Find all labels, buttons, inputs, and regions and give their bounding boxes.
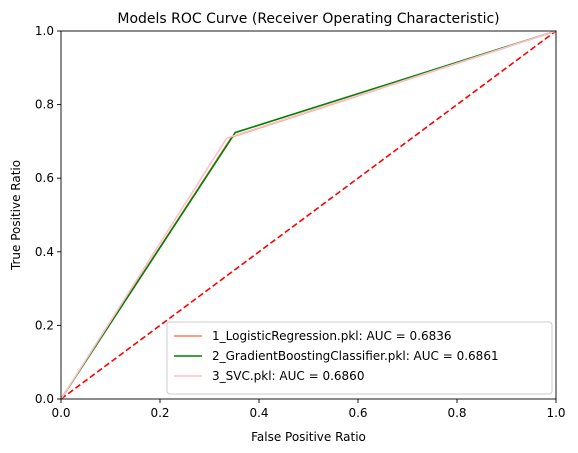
y-tick-label: 0.8 [35, 98, 54, 112]
series-line-2 [60, 30, 557, 400]
x-tick-label: 0.4 [249, 406, 268, 420]
x-axis-ticks: 0.0 0.2 0.4 0.6 0.8 1.0 [51, 399, 566, 420]
y-axis-ticks: 0.0 0.2 0.4 0.6 0.8 1.0 [35, 24, 61, 406]
x-tick-label: 0.2 [150, 406, 169, 420]
legend-label-2: 2_GradientBoostingClassifier.pkl: AUC = … [212, 349, 499, 363]
y-tick-label: 0.2 [35, 318, 54, 332]
series-line-3 [60, 30, 557, 400]
legend-label-1: 1_LogisticRegression.pkl: AUC = 0.6836 [212, 329, 452, 343]
x-tick-label: 0.0 [51, 406, 70, 420]
chart-title: Models ROC Curve (Receiver Operating Cha… [117, 11, 499, 27]
legend-label-3: 3_SVC.pkl: AUC = 0.6860 [212, 369, 364, 383]
y-axis-label: True Positive Ratio [9, 160, 23, 271]
plot-frame [60, 30, 557, 400]
plot-area [60, 30, 557, 400]
y-tick-label: 0.0 [35, 392, 54, 406]
x-tick-label: 1.0 [546, 406, 565, 420]
legend-box [166, 321, 553, 395]
y-tick-label: 1.0 [35, 24, 54, 38]
legend: 1_LogisticRegression.pkl: AUC = 0.6836 2_… [166, 321, 553, 395]
y-tick-label: 0.6 [35, 171, 54, 185]
reference-diagonal-line [60, 30, 557, 400]
y-tick-label: 0.4 [35, 245, 54, 259]
x-tick-label: 0.6 [348, 406, 367, 420]
x-tick-label: 0.8 [447, 406, 466, 420]
x-axis-label: False Positive Ratio [251, 430, 366, 444]
